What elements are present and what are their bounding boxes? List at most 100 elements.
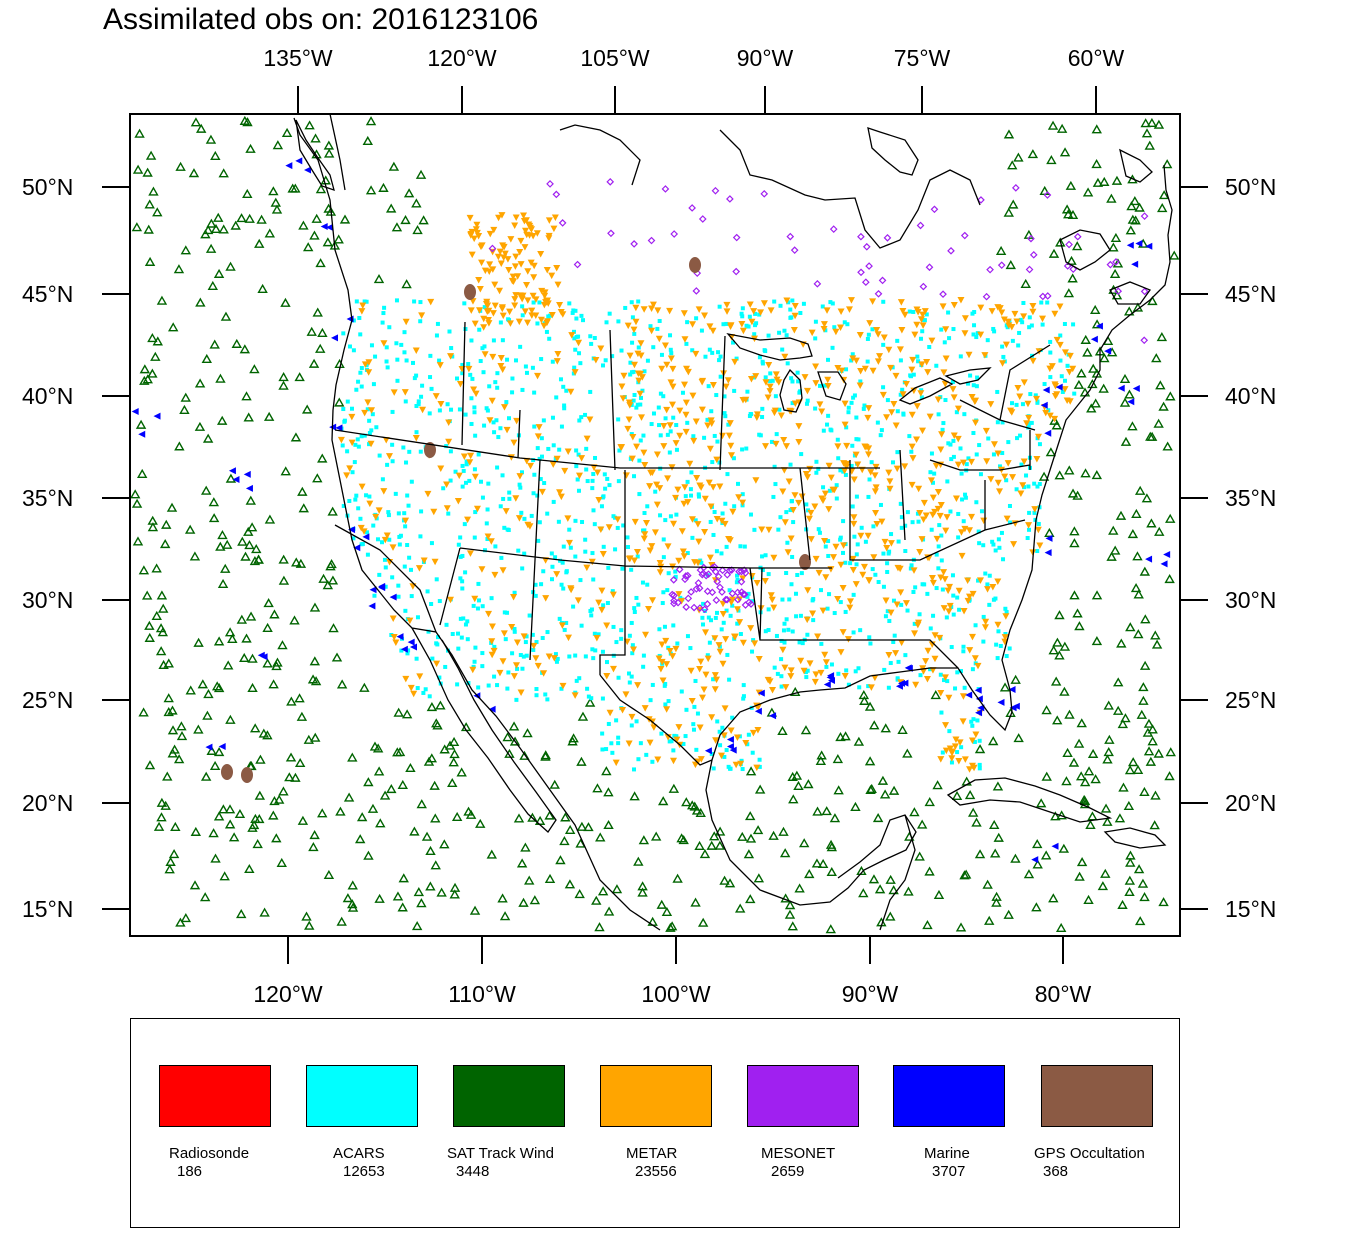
acars-point bbox=[610, 750, 615, 755]
acars-point bbox=[939, 533, 944, 538]
metar-point bbox=[593, 634, 601, 642]
acars-point bbox=[1027, 510, 1032, 515]
metar-point bbox=[866, 320, 874, 327]
acars-point bbox=[564, 620, 569, 625]
sat-wind-point bbox=[544, 810, 555, 820]
sat-wind-point bbox=[270, 197, 281, 207]
metar-point bbox=[543, 299, 551, 306]
acars-point bbox=[850, 443, 855, 448]
metar-point bbox=[725, 535, 733, 543]
acars-point bbox=[409, 479, 414, 484]
sat-wind-point bbox=[877, 775, 889, 785]
acars-point bbox=[533, 582, 538, 587]
acars-point bbox=[472, 535, 477, 540]
mesonet-point bbox=[813, 279, 822, 288]
metar-point bbox=[711, 686, 719, 693]
acars-point bbox=[930, 480, 935, 485]
metar-point bbox=[545, 653, 553, 660]
sat-wind-point bbox=[398, 873, 409, 883]
acars-point bbox=[961, 649, 966, 654]
acars-point bbox=[384, 359, 389, 364]
sat-wind-point bbox=[1165, 391, 1176, 401]
acars-point bbox=[999, 530, 1004, 535]
acars-point bbox=[1027, 527, 1032, 532]
acars-point bbox=[907, 434, 912, 439]
metar-point bbox=[787, 535, 795, 542]
sat-wind-point bbox=[273, 794, 285, 804]
metar-point bbox=[520, 633, 528, 640]
marine-point bbox=[977, 704, 985, 712]
metar-point bbox=[667, 355, 675, 363]
metar-point bbox=[838, 367, 846, 375]
sat-wind-point bbox=[676, 833, 687, 843]
acars-point bbox=[693, 518, 698, 523]
acars-point bbox=[531, 491, 536, 496]
metar-point bbox=[791, 312, 799, 320]
sat-wind-point bbox=[930, 690, 941, 700]
sat-wind-point bbox=[1059, 147, 1071, 157]
us-west-coast bbox=[293, 117, 661, 931]
metar-point bbox=[401, 389, 409, 396]
acars-point bbox=[990, 539, 995, 544]
acars-point bbox=[492, 674, 497, 679]
metar-point bbox=[777, 412, 785, 420]
acars-point bbox=[727, 677, 732, 682]
acars-point bbox=[1001, 557, 1006, 562]
sat-wind-point bbox=[129, 489, 141, 499]
sat-wind-point bbox=[1103, 700, 1114, 710]
metar-point bbox=[612, 759, 620, 767]
metar-point bbox=[515, 515, 523, 522]
sat-wind-point bbox=[1119, 397, 1131, 407]
acars-point bbox=[675, 641, 680, 646]
metar-point bbox=[670, 757, 678, 765]
metar-point bbox=[955, 757, 963, 765]
metar-point bbox=[640, 306, 648, 313]
metar-point bbox=[390, 389, 398, 396]
sat-wind-point bbox=[304, 120, 315, 130]
metar-point bbox=[443, 481, 451, 489]
metar-point bbox=[723, 308, 731, 315]
sat-wind-point bbox=[224, 804, 236, 814]
acars-point bbox=[668, 347, 673, 352]
metar-point bbox=[471, 595, 479, 603]
sat-wind-point bbox=[1114, 813, 1126, 823]
sat-wind-point bbox=[312, 307, 323, 317]
sat-wind-point bbox=[208, 828, 219, 838]
mesonet-point bbox=[1065, 240, 1073, 249]
metar-point bbox=[515, 318, 523, 326]
sat-wind-point bbox=[248, 819, 260, 830]
metar-point bbox=[711, 672, 719, 679]
acars-point bbox=[760, 361, 765, 366]
metar-point bbox=[867, 684, 875, 691]
sat-wind-point bbox=[287, 183, 298, 193]
sat-wind-point bbox=[719, 875, 730, 885]
acars-point bbox=[657, 423, 662, 428]
sat-wind-point bbox=[243, 526, 254, 536]
acars-point bbox=[843, 472, 848, 477]
metar-point bbox=[490, 226, 498, 234]
metar-point bbox=[597, 526, 605, 533]
sat-wind-point bbox=[835, 731, 846, 742]
sat-wind-point bbox=[576, 756, 587, 766]
sat-wind-point bbox=[1145, 756, 1157, 766]
acars-point bbox=[918, 673, 923, 678]
sat-wind-point bbox=[1056, 123, 1068, 133]
metar-point bbox=[466, 459, 474, 466]
hudson-bay bbox=[867, 127, 919, 176]
acars-point bbox=[1059, 374, 1064, 379]
acars-point bbox=[482, 305, 487, 310]
marine-point bbox=[1160, 560, 1168, 568]
acars-point bbox=[356, 379, 361, 384]
sat-wind-point bbox=[1139, 892, 1150, 902]
mesonet-point bbox=[674, 598, 682, 607]
metar-point bbox=[911, 331, 919, 339]
acars-point bbox=[941, 678, 946, 683]
metar-point bbox=[622, 691, 630, 698]
sat-wind-point bbox=[142, 167, 153, 177]
acars-point bbox=[600, 649, 605, 654]
metar-point bbox=[920, 516, 928, 524]
page-title: Assimilated obs on: 2016123106 bbox=[103, 3, 539, 36]
sat-wind-point bbox=[743, 849, 755, 859]
metar-point bbox=[806, 660, 814, 667]
